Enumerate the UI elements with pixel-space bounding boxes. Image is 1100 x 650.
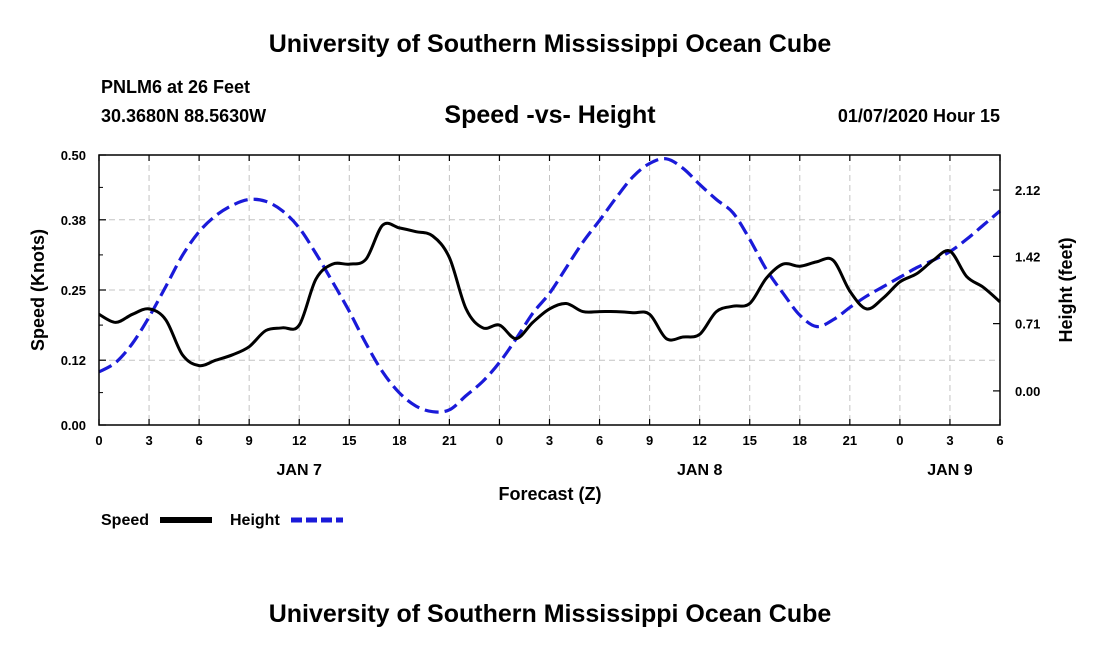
- x-tick-label: 9: [646, 433, 653, 448]
- y-axis-left-title: Speed (Knots): [28, 229, 48, 351]
- x-tick-label: 9: [246, 433, 253, 448]
- y-left-tick-label: 0.25: [61, 283, 86, 298]
- legend-speed-label: Speed: [101, 512, 149, 529]
- y-right-tick-label: 0.00: [1015, 384, 1040, 399]
- series-line-speed: [98, 221, 1001, 368]
- x-tick-label: 21: [843, 433, 857, 448]
- chart-title: Speed -vs- Height: [444, 101, 656, 129]
- x-tick-label: 21: [442, 433, 456, 448]
- day-label: JAN 7: [277, 462, 322, 479]
- y-right-tick-label: 0.71: [1015, 317, 1040, 332]
- x-tick-label: 0: [496, 433, 503, 448]
- x-tick-label: 18: [793, 433, 807, 448]
- x-tick-label: 6: [596, 433, 603, 448]
- station-label: PNLM6 at 26 Feet: [101, 77, 251, 97]
- x-tick-label: 12: [292, 433, 306, 448]
- coordinates-label: 30.3680N 88.5630W: [101, 106, 267, 126]
- y-left-tick-label: 0.38: [61, 213, 86, 228]
- x-tick-label: 3: [145, 433, 152, 448]
- x-tick-label: 15: [342, 433, 356, 448]
- ticks: 0 3 6 9 12 15 18 21 0 3 6 9 12 15 18 21 0 3 6 JAN 7 JAN 8 JAN…: [61, 148, 1041, 479]
- x-tick-label: 18: [392, 433, 406, 448]
- page-title: University of Southern Mississippi Ocean…: [268, 30, 832, 58]
- x-axis-title: Forecast (Z): [498, 484, 601, 504]
- x-tick-label: 0: [896, 433, 903, 448]
- series-line-height: [98, 157, 1002, 414]
- y-left-tick-label: 0.50: [61, 148, 86, 163]
- x-tick-label: 12: [692, 433, 706, 448]
- y-right-tick-label: 1.42: [1015, 249, 1040, 264]
- series-layer: [98, 157, 1002, 414]
- x-tick-label: 3: [946, 433, 953, 448]
- grid: [99, 155, 1000, 425]
- legend: Speed Height: [101, 512, 343, 529]
- footer-title: University of Southern Mississippi Ocean…: [268, 600, 832, 628]
- x-tick-label: 15: [742, 433, 756, 448]
- x-tick-label: 0: [95, 433, 102, 448]
- x-tick-label: 6: [996, 433, 1003, 448]
- x-tick-label: 3: [546, 433, 553, 448]
- timestamp-label: 01/07/2020 Hour 15: [837, 106, 1000, 126]
- legend-height-label: Height: [230, 512, 280, 529]
- y-axis-right-title: Height (feet): [1056, 238, 1076, 343]
- x-tick-label: 6: [195, 433, 202, 448]
- y-right-tick-label: 2.12: [1015, 183, 1040, 198]
- day-label: JAN 9: [927, 462, 972, 479]
- y-left-tick-label: 0.12: [61, 353, 86, 368]
- y-left-tick-label: 0.00: [61, 418, 86, 433]
- day-label: JAN 8: [677, 462, 722, 479]
